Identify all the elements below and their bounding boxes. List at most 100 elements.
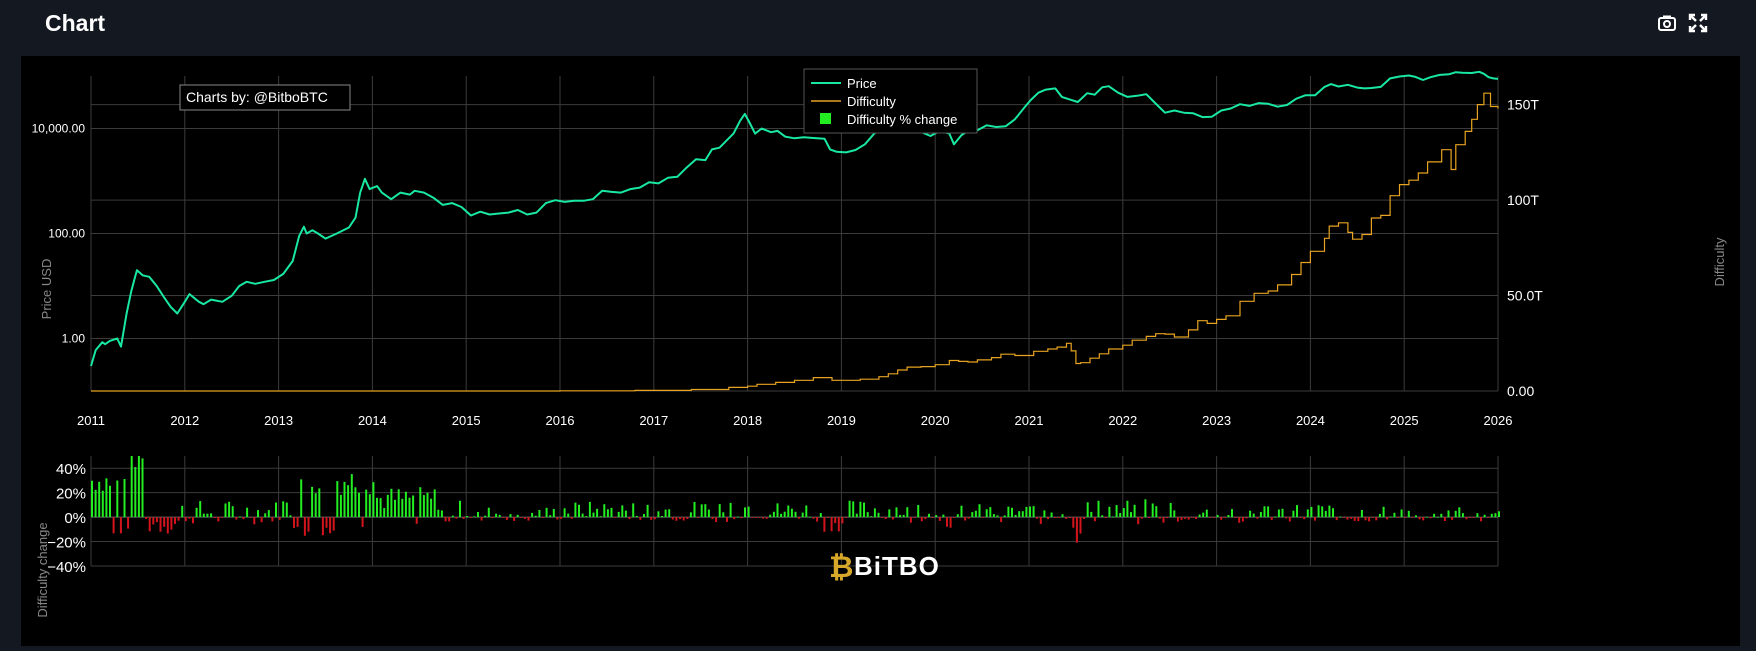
- x-tick-label: 2025: [1390, 413, 1419, 428]
- difficulty-line: [91, 92, 1499, 392]
- change-bar: [1397, 517, 1399, 518]
- change-bar: [347, 485, 350, 518]
- change-bar: [1166, 517, 1169, 519]
- change-bar: [123, 479, 126, 518]
- change-bar: [516, 514, 519, 518]
- change-bar: [1267, 506, 1270, 518]
- change-bar: [552, 509, 555, 518]
- change-bar: [924, 517, 927, 520]
- change-bar: [899, 514, 902, 518]
- change-bar: [650, 517, 653, 520]
- change-bar: [715, 517, 718, 523]
- change-bar: [1292, 510, 1295, 518]
- change-bar: [707, 509, 710, 518]
- change-bar: [863, 502, 865, 518]
- change-bar: [592, 512, 595, 518]
- change-bar: [697, 517, 700, 518]
- change-bar: [1036, 517, 1039, 519]
- change-bar: [935, 515, 938, 518]
- change-bar: [906, 507, 909, 518]
- change-bar: [790, 508, 793, 518]
- change-bar: [1249, 510, 1252, 518]
- change-bar: [1404, 517, 1407, 518]
- change-bar: [1187, 517, 1190, 520]
- change-bar: [134, 467, 137, 518]
- change-bar: [101, 490, 104, 518]
- change-bar: [1296, 505, 1298, 518]
- change-bar: [1184, 517, 1187, 519]
- change-bar: [1191, 517, 1194, 518]
- change-bar: [560, 517, 562, 519]
- change-bar: [177, 517, 180, 521]
- change-bar: [617, 511, 620, 518]
- change-bar: [1252, 513, 1255, 518]
- change-bar: [744, 507, 746, 518]
- change-bar: [819, 513, 822, 518]
- change-bar: [426, 492, 429, 518]
- expand-icon[interactable]: [1687, 12, 1709, 34]
- change-bar: [794, 511, 797, 518]
- change-bar: [960, 505, 963, 518]
- change-bar: [1137, 517, 1140, 525]
- change-bar: [967, 517, 970, 519]
- change-bar: [224, 503, 227, 518]
- change-bar: [466, 516, 469, 518]
- change-bar: [137, 456, 140, 518]
- change-bar: [155, 517, 158, 523]
- change-bar: [946, 517, 948, 527]
- change-bar: [913, 517, 916, 518]
- change-bar: [289, 515, 292, 518]
- change-bar: [383, 508, 386, 518]
- y-right-tick-label: 150T: [1507, 97, 1539, 113]
- price-line: [90, 70, 1499, 367]
- change-bar: [682, 517, 685, 521]
- y-right-tick-label: 100T: [1507, 192, 1539, 208]
- bitbo-logo-text: BiTBO: [854, 551, 940, 581]
- change-bar: [877, 512, 880, 518]
- y-right-title: Difficulty: [1712, 237, 1727, 286]
- change-bar: [1119, 513, 1122, 518]
- change-bar: [1148, 517, 1151, 518]
- change-bar: [1151, 503, 1154, 518]
- change-bar: [1332, 508, 1334, 518]
- change-bar: [184, 517, 187, 522]
- x-tick-label: 2023: [1202, 413, 1231, 428]
- change-bar: [1155, 506, 1158, 518]
- change-bar: [495, 513, 498, 518]
- change-bar: [664, 509, 667, 518]
- change-bar: [509, 514, 512, 518]
- change-bar: [1162, 517, 1165, 523]
- change-bar: [740, 517, 743, 519]
- change-bar: [505, 517, 508, 520]
- change-bar: [1360, 510, 1363, 518]
- camera-icon[interactable]: [1656, 12, 1678, 34]
- change-bar: [1227, 515, 1230, 518]
- change-bar: [1209, 517, 1212, 518]
- change-bar: [188, 517, 191, 519]
- sub-y-tick-label: 40%: [56, 461, 86, 478]
- change-bar: [498, 514, 501, 518]
- change-bar: [394, 499, 396, 518]
- change-bar: [1447, 510, 1450, 518]
- y-left-tick-label: 100.00: [48, 227, 85, 241]
- change-bar: [361, 517, 364, 527]
- change-bar: [668, 509, 671, 518]
- x-tick-label: 2011: [77, 413, 105, 428]
- legend[interactable]: Price Difficulty Difficulty % change: [803, 68, 978, 134]
- change-bar: [433, 489, 436, 518]
- change-bar: [588, 501, 591, 518]
- change-bar: [1393, 512, 1396, 518]
- change-bar: [94, 489, 97, 518]
- change-bar: [336, 481, 339, 518]
- change-bar: [827, 517, 829, 518]
- change-bar: [1407, 510, 1410, 518]
- x-tick-label: 2021: [1015, 413, 1044, 428]
- change-bar: [437, 509, 440, 518]
- change-bar: [1375, 517, 1378, 521]
- change-bar: [881, 517, 884, 518]
- change-bar: [451, 515, 454, 518]
- change-bar: [845, 517, 847, 518]
- change-bar: [798, 517, 801, 519]
- change-bar: [238, 516, 241, 518]
- change-bar: [1072, 517, 1075, 528]
